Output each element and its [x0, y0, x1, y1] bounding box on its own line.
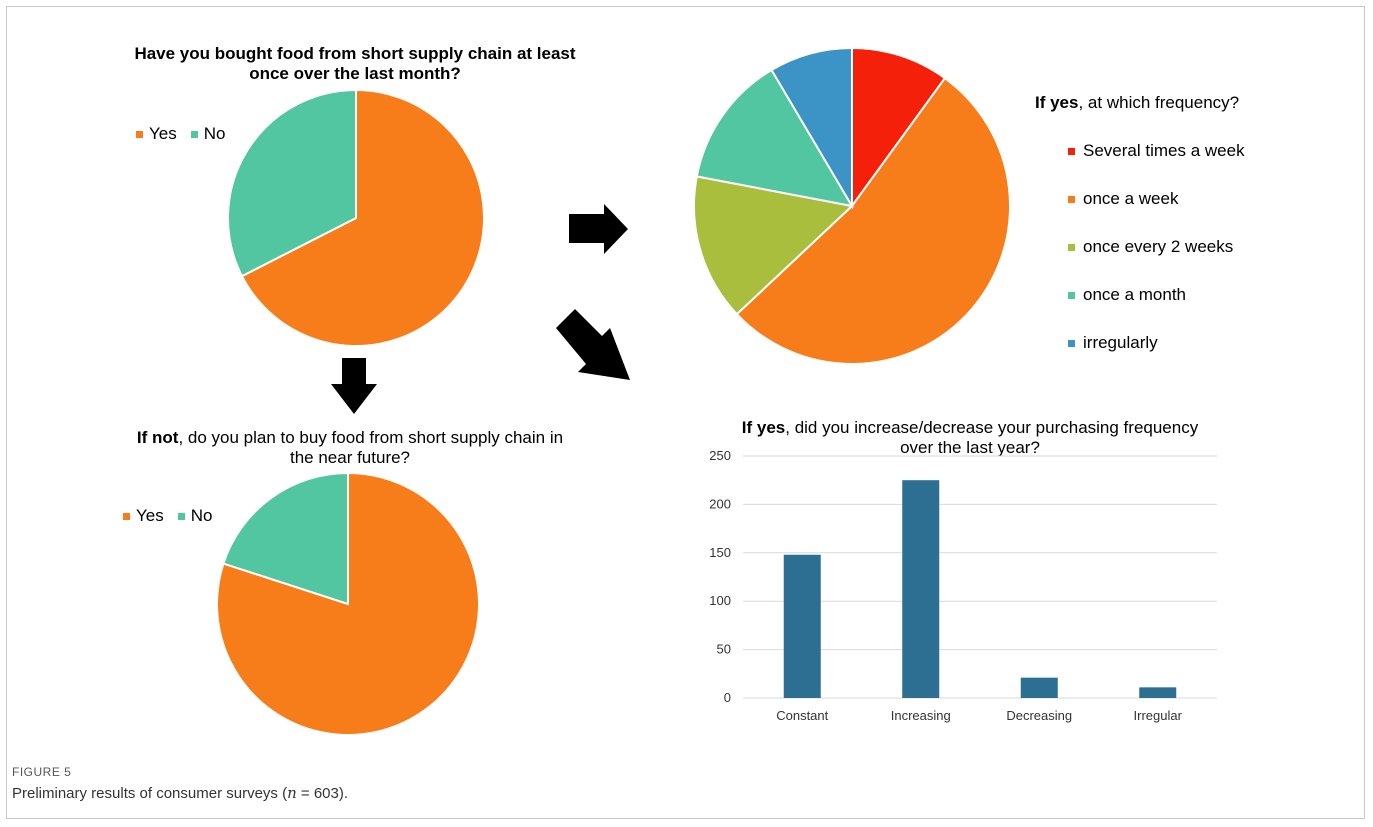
- pie2-slice-once-every-2-weeks: [693, 175, 855, 316]
- bar-increasing: [902, 480, 940, 698]
- caption-suffix: = 603).: [296, 785, 349, 802]
- figure-frame: [6, 6, 1365, 819]
- bar-decreasing: [1020, 677, 1058, 698]
- pie1-legend-no: No: [190, 124, 226, 144]
- pie1-chart: [227, 88, 485, 347]
- pie2-legend-label: once a month: [1083, 285, 1187, 304]
- pie2-legend-swatch: [1068, 291, 1075, 299]
- pie2-legend-swatch: [1068, 243, 1075, 251]
- pie1-slice-yes: [240, 88, 485, 347]
- bar-title: If yes, did you increase/decrease your p…: [740, 418, 1200, 458]
- pie2-legend-swatch: [1068, 195, 1075, 203]
- y-tick-label: 0: [724, 690, 731, 705]
- pie1-slice-no: [227, 88, 357, 278]
- pie2-legend-swatch: [1068, 147, 1075, 155]
- figure-label: FIGURE 5: [12, 765, 72, 779]
- pie3-legend-yes-label: Yes: [136, 506, 164, 525]
- bar-chart: 0 50 100 150 200 250 Constant Increasing Decreas…: [709, 448, 1217, 723]
- pie2-legend-item: once a week: [1068, 175, 1245, 223]
- pie3-legend-no-label: No: [190, 506, 213, 525]
- pie3-slice-no: [222, 471, 349, 606]
- pie1-legend-yes-label: Yes: [149, 124, 177, 143]
- arrow-down-icon: [331, 358, 377, 414]
- pie2-slice-once-a-month: [695, 68, 854, 208]
- pie2-legend-item: once every 2 weeks: [1068, 223, 1245, 271]
- pie2-slice-several-times-a-week: [851, 46, 947, 210]
- pie2-slice-once-a-week: [735, 76, 1011, 365]
- bar-title-rest: , did you increase/decrease your purchas…: [785, 418, 1199, 457]
- caption-n: n: [287, 784, 297, 802]
- y-tick-label: 100: [709, 593, 731, 608]
- pie2-chart: [693, 46, 1011, 365]
- y-tick-label: 50: [717, 642, 731, 657]
- pie1-legend-no-label: No: [203, 124, 226, 143]
- pie2-title-bold: If yes: [1035, 93, 1079, 112]
- pie2-legend-label: once a week: [1083, 189, 1179, 208]
- y-tick-label: 150: [709, 545, 731, 560]
- pie3-legend-yes: Yes: [123, 506, 164, 526]
- pie1-legend-yes-swatch: [136, 130, 143, 138]
- pie2-legend-item: once a month: [1068, 271, 1245, 319]
- pie1-title-text: Have you bought food from short supply c…: [134, 44, 576, 83]
- pie3-legend-yes-swatch: [123, 512, 130, 520]
- pie3-chart: [216, 471, 480, 736]
- pie2-legend-item: Several times a week: [1068, 127, 1245, 175]
- pie1-legend-no-swatch: [190, 130, 198, 138]
- y-tick-label: 250: [709, 448, 731, 463]
- caption-prefix: Preliminary results of consumer surveys …: [12, 785, 288, 802]
- pie2-legend-swatch: [1068, 339, 1075, 347]
- pie3-title-bold: If not: [136, 428, 179, 447]
- arrow-right-icon: [569, 204, 628, 254]
- pie2-legend-label: irregularly: [1083, 333, 1158, 352]
- pie3-legend-no: No: [177, 506, 213, 526]
- pie1-legend-yes: Yes: [136, 124, 177, 144]
- pie3-title-rest: , do you plan to buy food from short sup…: [178, 428, 564, 467]
- x-tick-label: Irregular: [1134, 708, 1183, 723]
- pie2-slice-irregularly: [770, 46, 853, 210]
- pie1-title: Have you bought food from short supply c…: [130, 44, 580, 84]
- pie2-legend: Several times a week once a week once ev…: [1068, 127, 1245, 367]
- pie2-title-rest: , at which frequency?: [1078, 93, 1240, 112]
- pie1-legend: Yes No: [136, 124, 225, 144]
- y-tick-label: 200: [709, 496, 731, 511]
- pie3-title: If not, do you plan to buy food from sho…: [130, 428, 570, 468]
- x-tick-label: Constant: [776, 708, 828, 723]
- arrow-down-right-icon: [556, 309, 630, 380]
- pie2-legend-label: once every 2 weeks: [1083, 237, 1234, 256]
- x-tick-label: Increasing: [891, 708, 951, 723]
- pie2-title: If yes, at which frequency?: [1035, 93, 1275, 113]
- bar-irregular: [1139, 687, 1177, 698]
- x-tick-label: Decreasing: [1006, 708, 1072, 723]
- pie3-legend-no-swatch: [177, 512, 185, 520]
- bar-constant: [783, 554, 821, 698]
- figure-caption: Preliminary results of consumer surveys …: [12, 784, 348, 802]
- pie2-legend-item: irregularly: [1068, 319, 1245, 367]
- pie2-legend-label: Several times a week: [1083, 141, 1245, 160]
- bar-title-bold: If yes: [741, 418, 786, 437]
- pie3-legend: Yes No: [123, 506, 212, 526]
